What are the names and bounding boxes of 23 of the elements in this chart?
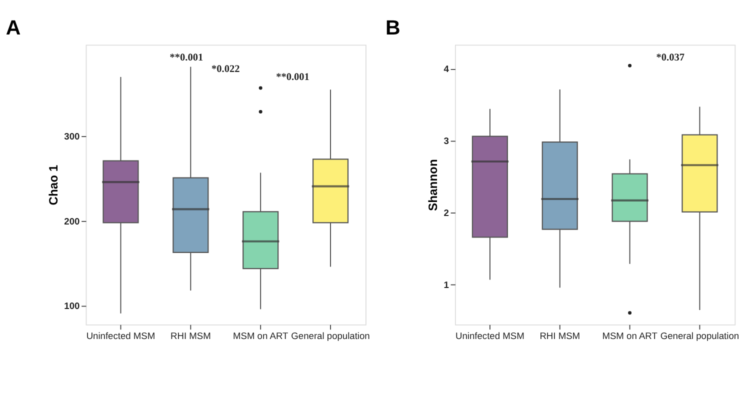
- y-tick-label: 100: [64, 301, 80, 312]
- y-tick-label: 4: [444, 64, 450, 74]
- y-tick-label: 2: [444, 208, 449, 218]
- annotation: *0.022: [212, 64, 240, 75]
- annotation: *0.037: [656, 52, 684, 64]
- y-tick-label: 1: [444, 280, 449, 290]
- annotation: **0.001: [170, 52, 204, 64]
- x-tick-label: General population: [291, 330, 370, 341]
- x-tick-label: General population: [660, 330, 740, 341]
- annotation: **0.001: [276, 72, 310, 84]
- y-tick-label: 200: [64, 216, 80, 226]
- chart-title: A: [6, 16, 21, 40]
- y-tick-label: 300: [64, 132, 80, 142]
- x-tick-label: Uninfected MSM: [86, 330, 156, 341]
- x-tick-label: RHI MSM: [170, 330, 211, 341]
- x-tick-label: RHI MSM: [540, 330, 580, 341]
- y-axis-title: Chao 1: [46, 164, 61, 206]
- y-tick-label: 3: [444, 136, 449, 146]
- x-tick-label: MSM on ART: [602, 330, 658, 341]
- chart-title: B: [385, 16, 400, 40]
- y-axis-title: Shannon: [426, 159, 440, 211]
- x-tick-label: Uninfected MSM: [456, 330, 524, 341]
- x-tick-label: MSM on ART: [232, 330, 288, 341]
